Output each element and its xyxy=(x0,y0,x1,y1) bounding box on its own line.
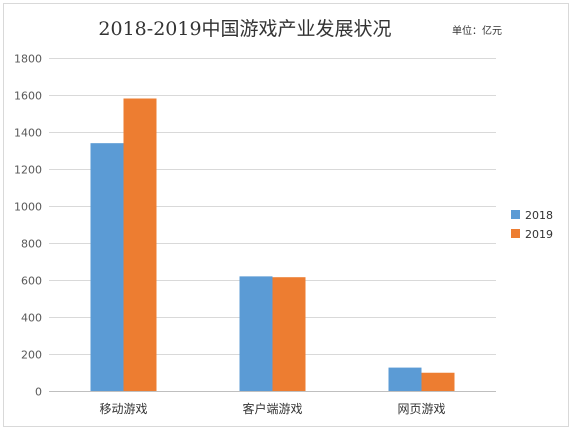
y-tick-label: 400 xyxy=(21,312,42,325)
legend: 2018 2019 xyxy=(511,209,553,241)
unit-note: 单位：亿元 xyxy=(452,26,502,37)
bar xyxy=(123,98,157,392)
bar xyxy=(90,143,124,391)
chart-title: 2018-2019中国游戏产业发展状况 xyxy=(98,18,392,40)
y-tick-label: 1800 xyxy=(14,53,42,66)
y-tick-label: 1600 xyxy=(14,90,42,103)
y-tick-label: 200 xyxy=(21,349,42,362)
legend-label: 2019 xyxy=(525,228,553,241)
y-tick-label: 800 xyxy=(21,238,42,251)
legend-swatch xyxy=(511,210,520,219)
bars xyxy=(90,98,455,392)
y-tick-label: 0 xyxy=(35,386,42,399)
y-tick-label: 1400 xyxy=(14,127,42,140)
x-tick-label: 移动游戏 xyxy=(99,402,147,416)
axes: 0 200 400 600 800 1000 1200 1400 1600 1800 移动游戏 客户端… xyxy=(14,53,496,416)
bar xyxy=(239,276,273,391)
x-tick-label: 网页游戏 xyxy=(397,402,445,416)
legend-label: 2018 xyxy=(525,209,553,222)
bar xyxy=(421,372,455,391)
y-tick-label: 600 xyxy=(21,275,42,288)
y-tick-label: 1200 xyxy=(14,164,42,177)
bar xyxy=(272,277,306,391)
x-tick-label: 客户端游戏 xyxy=(242,401,302,416)
legend-swatch xyxy=(511,229,520,238)
y-tick-label: 1000 xyxy=(14,201,42,214)
bar xyxy=(388,367,422,391)
